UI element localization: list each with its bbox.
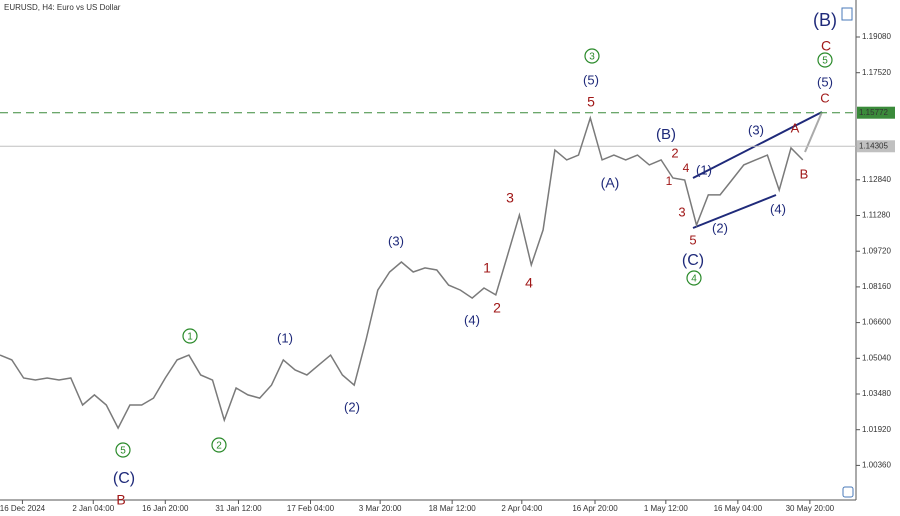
wave-label: (4) xyxy=(464,312,480,327)
wave-label: (4) xyxy=(770,201,786,216)
wave-circle xyxy=(584,48,600,64)
x-tick-label: 17 Feb 04:00 xyxy=(287,504,335,513)
wave-label: (1) xyxy=(277,330,293,345)
x-tick-label: 2 Jan 04:00 xyxy=(72,504,114,513)
wave-label: 1 xyxy=(187,332,193,343)
price-line-series xyxy=(0,115,804,430)
wave-label: 2 xyxy=(671,145,678,160)
y-tick-label: 1.05040 xyxy=(862,353,891,362)
x-tick-label: 1 May 12:00 xyxy=(644,504,689,513)
wave-label: 3 xyxy=(506,190,514,206)
scale-button[interactable] xyxy=(842,486,854,498)
wave-label: 4 xyxy=(691,274,697,285)
wave-label: 5 xyxy=(822,56,828,67)
wave-label: (B) xyxy=(656,126,676,143)
price-label: 1.14305 xyxy=(859,141,888,150)
y-tick-label: 1.09720 xyxy=(862,246,891,255)
chart-title: EURUSD, H4: Euro vs US Dollar xyxy=(4,3,121,12)
x-tick-label: 18 Mar 12:00 xyxy=(429,504,477,513)
wave-label: (C) xyxy=(682,252,704,269)
toolbar-icon[interactable] xyxy=(841,7,853,21)
wave-circle xyxy=(182,328,198,344)
wave-label: (2) xyxy=(712,220,728,235)
x-tick-label: 3 Mar 20:00 xyxy=(359,504,402,513)
wave-label: 2 xyxy=(216,441,222,452)
wave-label: 5 xyxy=(587,94,595,110)
wave-label: 1 xyxy=(483,260,491,276)
y-tick-label: 1.03480 xyxy=(862,389,891,398)
y-tick-label: 1.11280 xyxy=(862,211,891,220)
wave-label: (2) xyxy=(344,399,360,414)
y-tick-label: 1.08160 xyxy=(862,282,891,291)
x-tick-label: 2 Apr 04:00 xyxy=(501,504,542,513)
y-tick-label: 1.00360 xyxy=(862,461,891,470)
wave-label: 5 xyxy=(120,446,126,457)
wave-label: 3 xyxy=(678,204,685,219)
y-tick-label: 1.01920 xyxy=(862,425,891,434)
wave-circle xyxy=(115,442,131,458)
y-tick-label: 1.06600 xyxy=(862,318,891,327)
wave-label: 4 xyxy=(525,275,533,291)
price-label-bg xyxy=(857,106,895,119)
wave-label: 2 xyxy=(493,300,501,316)
wave-label: (5) xyxy=(583,72,599,87)
wave-label: (C) xyxy=(113,470,135,487)
wave-label: A xyxy=(791,120,800,135)
x-tick-label: 16 May 04:00 xyxy=(714,504,763,513)
y-tick-label: 1.12840 xyxy=(862,175,891,184)
wave-label: C xyxy=(820,90,829,105)
x-tick-label: 30 May 20:00 xyxy=(786,504,835,513)
y-tick-label: 1.17520 xyxy=(862,68,891,77)
wave-circle xyxy=(211,437,227,453)
x-tick-label: 16 Dec 2024 xyxy=(0,504,46,513)
wave-label: 5 xyxy=(689,232,696,247)
channel-line xyxy=(692,111,823,179)
y-tick-label: 1.19080 xyxy=(862,32,891,41)
wave-label: B xyxy=(800,166,809,181)
x-tick-label: 31 Jan 12:00 xyxy=(215,504,262,513)
wave-label: (1) xyxy=(696,162,712,177)
x-tick-label: 16 Apr 20:00 xyxy=(572,504,618,513)
price-label-bg xyxy=(857,140,895,153)
wave-circle xyxy=(686,270,702,286)
wave-label: (5) xyxy=(817,74,833,89)
channel-line xyxy=(692,194,777,229)
wave-label: (A) xyxy=(601,175,620,191)
wave-label: B xyxy=(116,492,125,508)
wave-label: (3) xyxy=(748,122,764,137)
wave-label: 1 xyxy=(666,174,673,188)
wave-label: 3 xyxy=(589,52,595,63)
price-label: 1.15772 xyxy=(859,108,888,117)
projection-line xyxy=(804,111,823,153)
wave-label: (B) xyxy=(813,10,837,30)
wave-circle xyxy=(817,52,833,68)
wave-label: (3) xyxy=(388,233,404,248)
wave-label: C xyxy=(821,38,831,54)
wave-label: 4 xyxy=(683,161,690,175)
x-tick-label: 16 Jan 20:00 xyxy=(142,504,189,513)
